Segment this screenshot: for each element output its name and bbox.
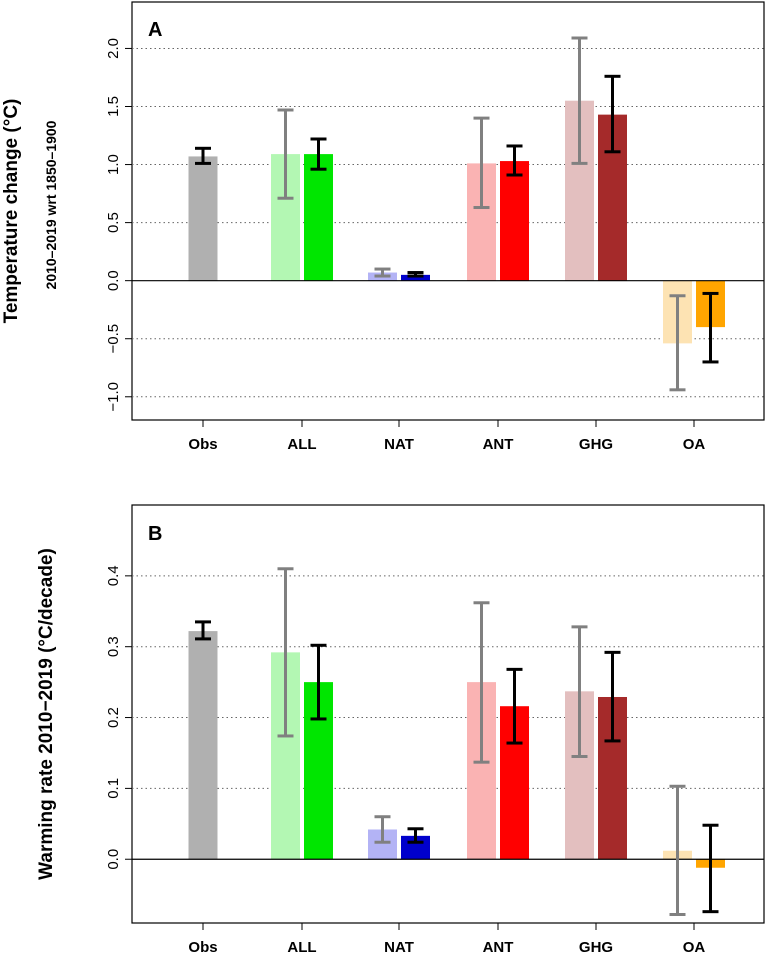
y-tick-label: −1.0 <box>105 382 122 412</box>
x-tick-label-obs: Obs <box>188 939 217 956</box>
error-bar-oa-left <box>669 294 686 392</box>
bar-ant-right <box>500 161 529 281</box>
x-tick-label-ant: ANT <box>483 939 514 956</box>
error-bar-ghg-left <box>571 36 588 165</box>
panel-a: A Temperature change (°C) 2010–2019 wrt … <box>1 1 765 453</box>
x-tick-label-nat: NAT <box>384 939 414 956</box>
error-bar-all-left <box>277 567 294 738</box>
y-tick-label: 0.2 <box>105 707 122 728</box>
y-tick-label: 0.0 <box>105 849 122 870</box>
error-bar-ant-left <box>473 116 490 210</box>
plot-area <box>132 36 764 398</box>
error-bar-ghg-right <box>604 74 621 154</box>
y-tick-label: 0.4 <box>105 565 122 586</box>
x-tick-label-oa: OA <box>683 939 706 956</box>
panel-b: B Warming rate 2010−2019 (°C/decade) 0.0… <box>36 504 765 956</box>
error-bar-all-right <box>310 643 327 721</box>
error-bar-oa-right <box>702 291 719 364</box>
bar-nat-right <box>401 274 430 281</box>
panel-a-ylabel: Temperature change (°C) <box>1 99 22 324</box>
error-bar-oa-right <box>702 823 719 914</box>
y-tick-label: 1.5 <box>105 96 122 117</box>
error-bar-nat-right <box>407 271 424 278</box>
y-tick-label: 2.0 <box>105 38 122 59</box>
plot-area <box>132 567 764 916</box>
x-tick-label-all: ALL <box>287 436 316 453</box>
y-tick-label: 0.0 <box>105 270 122 291</box>
panel-a-ylabel-sub: 2010–2019 wrt 1850–1900 <box>43 120 59 289</box>
x-tick-label-nat: NAT <box>384 436 414 453</box>
y-tick-label: 0.5 <box>105 212 122 233</box>
error-bar-ant-right <box>506 667 523 745</box>
x-tick-label-oa: OA <box>683 436 706 453</box>
error-bar-nat-left <box>374 815 391 844</box>
panel-a-frame <box>131 1 765 421</box>
x-tick-label-ghg: GHG <box>579 436 613 453</box>
error-bar-obs-center <box>195 146 211 165</box>
panel-b-letter: B <box>148 523 162 545</box>
y-tick-label: −0.5 <box>105 324 122 354</box>
bar-all-right <box>304 154 333 281</box>
x-tick-label-all: ALL <box>287 939 316 956</box>
x-tick-label-obs: Obs <box>188 436 217 453</box>
error-bar-nat-left <box>374 267 391 278</box>
error-bar-ant-right <box>506 144 523 177</box>
bar-obs-center <box>188 631 218 860</box>
error-bar-obs-center <box>195 620 211 641</box>
bar-obs-center <box>188 156 218 281</box>
panel-b-frame <box>131 504 765 924</box>
error-bar-ant-left <box>473 601 490 764</box>
y-tick-label: 0.1 <box>105 778 122 799</box>
error-bar-ghg-left <box>571 625 588 759</box>
error-bar-all-left <box>277 108 294 200</box>
panel-b-ylabel: Warming rate 2010−2019 (°C/decade) <box>36 548 57 880</box>
x-tick-label-ghg: GHG <box>579 939 613 956</box>
x-tick-label-ant: ANT <box>483 436 514 453</box>
y-tick-label: 0.3 <box>105 636 122 657</box>
y-tick-label: 1.0 <box>105 154 122 175</box>
error-bar-all-right <box>310 137 327 171</box>
error-bar-oa-left <box>669 784 686 916</box>
error-bar-nat-right <box>407 827 424 844</box>
error-bar-ghg-right <box>604 650 621 743</box>
panel-a-letter: A <box>148 19 162 41</box>
